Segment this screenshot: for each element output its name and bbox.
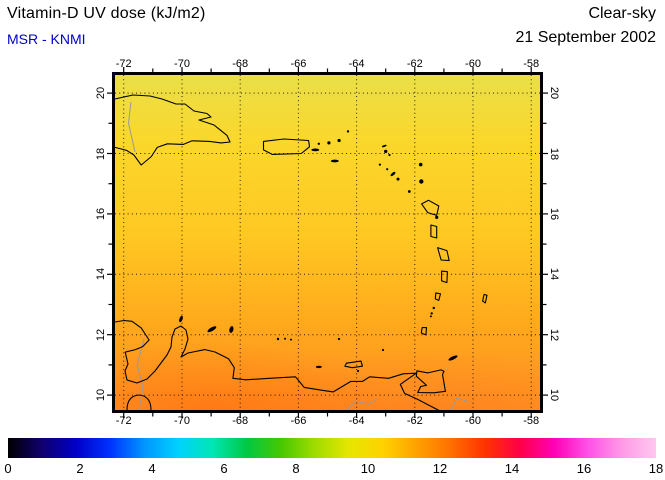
- island-nevis: [396, 177, 400, 181]
- lat-tick-label: 12: [548, 328, 560, 341]
- island-tobago: [448, 355, 458, 361]
- colorbar-tick-label: 2: [76, 461, 84, 476]
- island-la-tortuga: [315, 365, 322, 369]
- condition-label: Clear-sky: [588, 5, 656, 22]
- island-st-croix: [330, 159, 339, 163]
- island-st-barthelemy: [388, 153, 391, 157]
- coastline-lake-maracaibo: [126, 394, 152, 411]
- lat-tick-label: 20: [95, 86, 107, 100]
- island-curacao: [207, 326, 217, 333]
- island-la-orchila: [290, 338, 292, 341]
- island-margarita: [344, 360, 363, 369]
- lat-tick-label: 18: [95, 147, 107, 160]
- island-st-eustatius: [386, 168, 389, 171]
- colorbar-tick-label: 16: [576, 461, 592, 476]
- island-grenadines-3: [429, 315, 432, 318]
- page-title: Vitamin-D UV dose (kJ/m2): [7, 5, 206, 22]
- colorbar-tick-label: 8: [292, 461, 300, 476]
- island-los-testigos: [381, 348, 385, 352]
- coastline-trinidad: [415, 369, 446, 394]
- source-label: MSR - KNMI: [7, 31, 86, 47]
- country-borders: [128, 101, 470, 411]
- lat-tick-label: 18: [548, 147, 560, 160]
- island-la-blanquilla: [337, 337, 341, 341]
- border-haiti-dr: [128, 101, 136, 153]
- lat-tick-label: 20: [548, 86, 560, 100]
- river-orinoco: [346, 398, 378, 411]
- island-st-vincent: [434, 292, 442, 301]
- colorbar-tick-label: 10: [360, 461, 376, 476]
- colorbar-tick-label: 4: [148, 461, 156, 476]
- island-culebra: [317, 142, 320, 145]
- lat-tick-label: 10: [95, 388, 107, 402]
- island-dominica: [430, 224, 438, 239]
- axis-ticks: [107, 67, 548, 418]
- colorbar-tick-label: 12: [432, 461, 448, 476]
- coastline-hispaniola: [114, 94, 231, 166]
- lat-tick-label: 14: [95, 268, 107, 281]
- island-martinique: [437, 247, 450, 262]
- coastlines: [114, 94, 488, 411]
- grid-lines: [115, 75, 540, 410]
- lat-tick-label: 16: [548, 207, 560, 221]
- island-coche: [356, 369, 360, 373]
- colorbar-tick-label: 6: [220, 461, 228, 476]
- coastline-venezuela-mainland: [114, 319, 439, 411]
- border-colombia-venezuela: [136, 338, 145, 411]
- island-barbados: [482, 293, 488, 304]
- map-canvas: [107, 67, 548, 418]
- island-aruba: [179, 315, 183, 323]
- lat-tick-label: 12: [95, 328, 107, 341]
- lat-tick-label: 14: [548, 268, 560, 281]
- island-antigua: [419, 179, 424, 184]
- island-anguilla: [381, 144, 387, 148]
- island-los-roques-1: [276, 337, 280, 341]
- island-anegada: [346, 130, 350, 133]
- island-st-thomas: [327, 141, 331, 145]
- map-frame: [107, 67, 548, 418]
- island-marie-galante: [435, 215, 439, 219]
- island-vieques: [311, 148, 320, 152]
- colorbar-tick-label: 14: [504, 461, 520, 476]
- island-grenada: [420, 327, 428, 336]
- island-st-lucia: [441, 270, 448, 284]
- coastline-puerto-rico: [262, 138, 311, 155]
- island-los-roques-2: [284, 337, 286, 340]
- island-st-kitts: [390, 171, 396, 177]
- island-barbuda: [418, 162, 423, 167]
- colorbar-gradient: [8, 438, 656, 458]
- island-guadeloupe: [421, 199, 440, 216]
- border-venezuela-guyana: [450, 397, 470, 411]
- island-tortola: [337, 138, 341, 143]
- lat-tick-label: 16: [95, 207, 107, 221]
- island-bonaire: [229, 326, 234, 333]
- island-grenadines-1: [432, 306, 435, 310]
- island-montserrat: [407, 190, 411, 193]
- island-grenadines-2: [430, 312, 433, 315]
- colorbar-labels: 0 2 4 6 8 10 12 14 16 18: [4, 461, 663, 477]
- island-st-martin: [384, 149, 388, 154]
- island-saba: [378, 163, 381, 166]
- small-islands: [179, 130, 458, 373]
- date-label: 21 September 2002: [515, 29, 656, 46]
- lat-tick-label: 10: [548, 388, 560, 402]
- colorbar-tick-label: 0: [4, 461, 12, 476]
- colorbar-tick-label: 18: [648, 461, 664, 476]
